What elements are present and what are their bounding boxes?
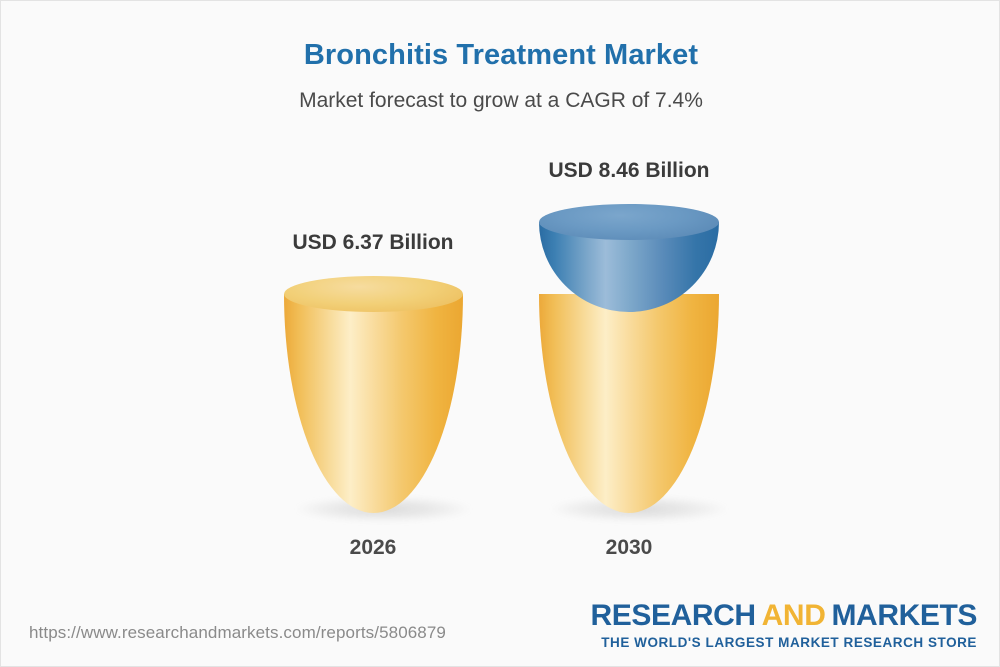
bar-segment-base-2026	[284, 294, 463, 513]
bar-top-cap-2026	[284, 276, 463, 312]
page-title: Bronchitis Treatment Market	[303, 39, 699, 71]
logo-word-research: RESEARCH	[590, 599, 757, 632]
source-url[interactable]: https://www.researchandmarkets.com/repor…	[29, 623, 446, 642]
bar-value-label-2030: USD 8.46 Billion	[548, 159, 710, 182]
bar-cylinder-2030[interactable]	[539, 204, 727, 522]
chart-subtitle: Market forecast to grow at a CAGR of 7.4…	[299, 89, 703, 112]
category-label-2026: 2026	[349, 536, 397, 559]
logo-word-markets: MARKETS	[831, 599, 977, 632]
brand-logo[interactable]: RESEARCH AND MARKETS THE WORLD'S LARGEST M…	[590, 599, 978, 651]
bar-value-label-2026: USD 6.37 Billion	[292, 231, 454, 254]
bar-segment-base-2030	[539, 294, 719, 513]
logo-word-and: AND	[761, 599, 826, 632]
logo-tagline: THE WORLD'S LARGEST MARKET RESEARCH STOR…	[601, 635, 977, 650]
bar-top-cap-2030	[539, 204, 719, 240]
category-label-2030: 2030	[605, 536, 653, 559]
logo-wordmark: RESEARCH AND MARKETS	[590, 599, 978, 632]
bar-cylinder-2026[interactable]	[284, 276, 471, 522]
